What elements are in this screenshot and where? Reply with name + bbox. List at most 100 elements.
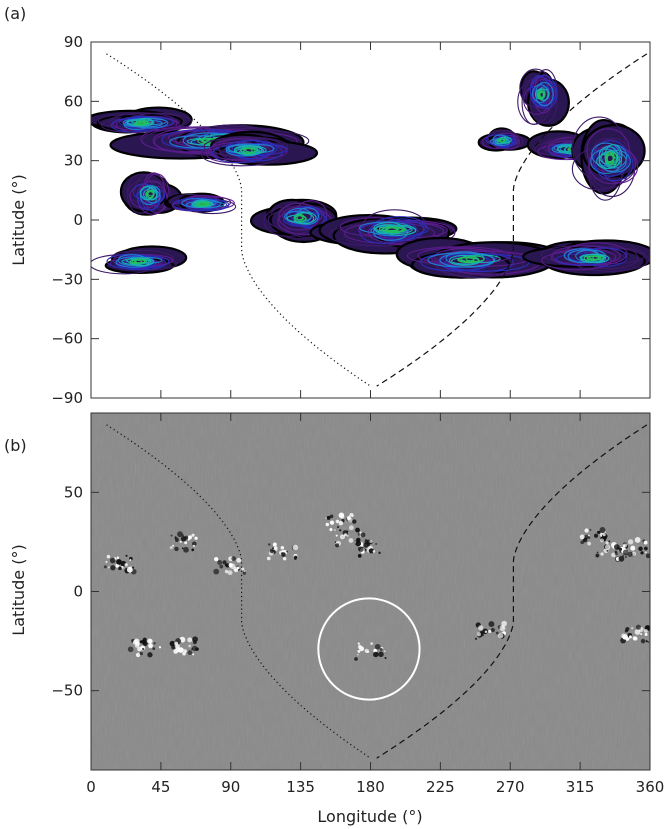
x-tick-label: 315 (566, 778, 595, 796)
polarity-patch (634, 629, 641, 635)
polarity-patch (600, 538, 604, 543)
polarity-patch (169, 546, 173, 550)
active-region (213, 556, 247, 576)
polarity-patch (624, 556, 627, 559)
contour-region (119, 171, 183, 216)
polarity-patch (184, 535, 189, 540)
polarity-patch (579, 534, 585, 540)
polarity-patch (243, 570, 246, 572)
polarity-patch (357, 642, 360, 645)
polarity-patch (292, 544, 298, 551)
polarity-patch (271, 547, 274, 550)
contour-region (91, 106, 193, 134)
polarity-patch (191, 648, 193, 650)
polarity-patch (182, 651, 186, 656)
y-tick-label: 50 (64, 483, 83, 501)
x-tick-label: 45 (151, 778, 170, 796)
polarity-patch (242, 571, 247, 575)
contour-level (129, 259, 143, 265)
polarity-patch (589, 528, 592, 531)
y-tick-label: 60 (64, 92, 83, 110)
polarity-patch (358, 547, 364, 552)
polarity-patch (135, 652, 141, 658)
polarity-patch (599, 527, 606, 533)
polarity-patch (366, 650, 370, 654)
polarity-patch (611, 552, 616, 558)
polarity-patch (357, 649, 361, 653)
contour-level (243, 147, 256, 155)
polarity-patch (499, 625, 506, 632)
polarity-patch (474, 637, 478, 640)
polarity-patch (181, 534, 185, 537)
polarity-patch (192, 636, 198, 643)
polarity-patch (630, 545, 636, 551)
panel-a-label: (a) (4, 4, 27, 23)
polarity-patch (383, 650, 386, 653)
active-region (169, 636, 199, 656)
active-region (618, 537, 650, 559)
polarity-patch (335, 519, 340, 524)
polarity-patch (375, 542, 378, 545)
contour-level (143, 188, 158, 201)
polarity-patch (224, 563, 228, 567)
polarity-patch (329, 520, 335, 525)
polarity-patch (618, 547, 623, 551)
y-tick-label: −90 (51, 389, 83, 407)
polarity-patch (282, 557, 287, 561)
polarity-patch (355, 527, 360, 533)
polarity-patch (142, 647, 145, 651)
polarity-patch (622, 549, 629, 556)
polarity-patch (604, 544, 611, 550)
polarity-patch (613, 544, 620, 550)
polarity-patch (184, 541, 188, 545)
contour-region (522, 239, 650, 277)
polarity-patch (488, 621, 495, 628)
contour-level (126, 118, 155, 127)
polarity-patch (484, 630, 488, 634)
contour-level (125, 255, 170, 269)
polarity-patch (172, 544, 175, 547)
polarity-patch (600, 552, 604, 556)
contour-level (595, 146, 634, 182)
polarity-boundaries-b (106, 424, 648, 759)
polarity-patch (357, 554, 362, 558)
polarity-patch (174, 537, 179, 542)
polarity-patch (125, 554, 128, 557)
polarity-patch (340, 514, 345, 519)
polarity-patch (619, 550, 622, 553)
contour-level (541, 251, 612, 271)
polarity-patch (501, 620, 507, 627)
polarity-patch (357, 653, 359, 656)
polarity-patch (103, 565, 107, 569)
active-region (620, 624, 650, 644)
panel-b-label: (b) (4, 436, 27, 455)
x-tick-label: 270 (496, 778, 525, 796)
polarity-patch (148, 643, 153, 649)
polarity-patch (373, 651, 379, 658)
polarity-patch (118, 566, 122, 571)
polarity-patch (622, 555, 625, 557)
contour-level (555, 253, 609, 266)
polarity-patch (643, 540, 648, 545)
x-tick-label: 0 (86, 778, 96, 796)
polarity-patch (195, 647, 199, 651)
polarity-patch (352, 519, 357, 524)
polarity-patch (621, 633, 626, 639)
polarity-patch (629, 635, 632, 639)
polarity-patch (497, 633, 504, 639)
polarity-patch (335, 543, 340, 548)
contour-level (586, 255, 604, 261)
polarity-patch (126, 566, 133, 573)
polarity-patch (384, 656, 387, 659)
active-region (579, 527, 611, 546)
active-region (103, 554, 137, 575)
polarity-patch (614, 550, 618, 554)
polarity-patch (116, 556, 120, 559)
polarity-patch (644, 551, 647, 554)
polarity-patch (488, 629, 492, 633)
polarity-patch (478, 625, 484, 631)
polarity-patch (373, 649, 377, 652)
polarity-patch (169, 640, 176, 647)
polarity-patch (177, 531, 183, 538)
